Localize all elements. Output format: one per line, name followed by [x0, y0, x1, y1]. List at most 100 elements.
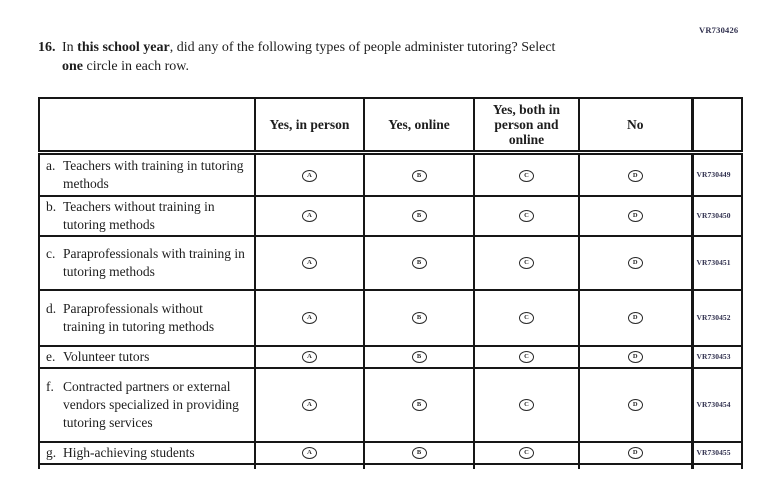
table-row-d: d. Paraprofessionals without training in…	[38, 288, 743, 347]
answer-cell-yes-online: B	[363, 366, 475, 443]
answer-cell-no: D	[578, 288, 693, 347]
answer-cell-no: D	[578, 194, 693, 237]
row-code: VR730454	[690, 366, 743, 443]
answer-circle-d-row-a[interactable]: D	[627, 169, 643, 182]
answer-cell-yes-both: C	[473, 366, 580, 443]
answer-cell-yes-both: C	[473, 151, 580, 197]
question-text-segment: circle in each row.	[83, 59, 189, 74]
header-no: No	[578, 97, 693, 155]
answer-circle-d-row-e[interactable]: D	[627, 351, 643, 364]
answer-circle-c-row-e[interactable]: C	[519, 351, 534, 364]
row-label-group: g. High-achieving students	[46, 444, 250, 462]
table-row-e: e. Volunteer tutors A B C D VR730453	[38, 344, 743, 369]
answer-cell-yes-both: C	[473, 440, 580, 465]
row-label: Paraprofessionals with training in tutor…	[63, 245, 245, 279]
row-letter: f.	[46, 378, 54, 394]
row-label-group: f. Contracted partners or external vendo…	[46, 378, 250, 432]
table-row-b: b. Teachers without training in tutoring…	[38, 194, 743, 237]
answer-circle-d-row-f[interactable]: D	[627, 399, 643, 412]
answer-circle-b-row-g[interactable]: B	[411, 447, 427, 460]
answer-circle-c-row-f[interactable]: C	[519, 399, 534, 412]
answer-cell-yes-in-person: A	[254, 151, 365, 197]
answer-cell-yes-online: B	[363, 234, 475, 291]
question-text-bold-year: this school year	[77, 40, 170, 55]
question-text-segment: , did any of the following types of peop…	[169, 40, 556, 55]
row-letter: a.	[46, 157, 56, 173]
row-code: VR730449	[690, 151, 743, 197]
answer-cell-yes-in-person: A	[254, 194, 365, 237]
answer-circle-d-row-d[interactable]: D	[627, 312, 643, 325]
answer-circle-b-row-b[interactable]: B	[411, 210, 427, 223]
row-letter: d.	[46, 300, 57, 316]
answer-cell-yes-online: B	[363, 440, 475, 465]
header-yes-in-person: Yes, in person	[254, 97, 365, 155]
row-label-group: b. Teachers without training in tutoring…	[46, 198, 250, 234]
answer-cell-yes-both: C	[473, 344, 580, 369]
answer-cell-yes-in-person: A	[254, 440, 365, 465]
row-letter: c.	[46, 245, 56, 261]
answer-circle-d-row-b[interactable]: D	[627, 210, 643, 223]
answer-circle-a-row-a[interactable]: A	[302, 169, 317, 182]
answer-circle-b-row-f[interactable]: B	[411, 399, 427, 412]
row-code: VR730451	[690, 234, 743, 291]
answer-table: Yes, in person Yes, online Yes, both in …	[38, 97, 743, 469]
answer-circle-d-row-g[interactable]: D	[627, 447, 643, 460]
row-label-group: c. Paraprofessionals with training in tu…	[46, 245, 250, 281]
answer-circle-c-row-b[interactable]: C	[519, 210, 534, 223]
question-number: 16.	[38, 40, 56, 55]
row-letter: b.	[46, 198, 57, 214]
row-letter: g.	[46, 444, 57, 460]
row-code: VR730455	[690, 440, 743, 465]
answer-circle-a-row-e[interactable]: A	[302, 351, 317, 364]
answer-circle-b-row-e[interactable]: B	[411, 351, 427, 364]
answer-circle-b-row-d[interactable]: B	[411, 312, 427, 325]
answer-circle-c-row-g[interactable]: C	[519, 447, 534, 460]
row-label-group: e. Volunteer tutors	[46, 348, 250, 366]
answer-circle-c-row-d[interactable]: C	[519, 312, 534, 325]
question-16: 16. In this school year, did any of the …	[38, 38, 698, 76]
answer-circle-b-row-c[interactable]: B	[411, 257, 427, 270]
answer-circle-a-row-f[interactable]: A	[302, 399, 317, 412]
row-label: Teachers without training in tutoring me…	[63, 198, 215, 232]
table-cutoff-stub	[38, 462, 743, 469]
answer-circle-a-row-d[interactable]: A	[302, 312, 317, 325]
header-yes-both: Yes, both in person and online	[473, 97, 580, 155]
table-row-f: f. Contracted partners or external vendo…	[38, 366, 743, 443]
answer-circle-c-row-c[interactable]: C	[519, 257, 534, 270]
question-text: In this school year, did any of the foll…	[62, 38, 687, 76]
answer-cell-yes-online: B	[363, 288, 475, 347]
form-tracking-code: VR730426	[699, 25, 739, 35]
answer-cell-no: D	[578, 440, 693, 465]
row-code: VR730452	[690, 288, 743, 347]
answer-circle-a-row-g[interactable]: A	[302, 447, 317, 460]
answer-cell-yes-in-person: A	[254, 344, 365, 369]
header-blank	[38, 97, 256, 155]
row-code: VR730450	[690, 194, 743, 237]
answer-cell-yes-online: B	[363, 194, 475, 237]
table-row-c: c. Paraprofessionals with training in tu…	[38, 234, 743, 291]
answer-circle-c-row-a[interactable]: C	[519, 169, 534, 182]
table-row-a: a. Teachers with training in tutoring me…	[38, 151, 743, 197]
table-body: a. Teachers with training in tutoring me…	[38, 151, 743, 465]
answer-cell-yes-in-person: A	[254, 366, 365, 443]
row-label-group: a. Teachers with training in tutoring me…	[46, 157, 250, 193]
row-label: Paraprofessionals without training in tu…	[63, 300, 215, 334]
answer-cell-no: D	[578, 344, 693, 369]
answer-circle-a-row-b[interactable]: A	[302, 210, 317, 223]
answer-cell-yes-both: C	[473, 288, 580, 347]
answer-circle-a-row-c[interactable]: A	[302, 257, 317, 270]
answer-cell-no: D	[578, 151, 693, 197]
answer-circle-b-row-a[interactable]: B	[411, 169, 427, 182]
header-code-blank	[690, 97, 743, 155]
row-letter: e.	[46, 348, 56, 364]
row-label: Contracted partners or external vendors …	[63, 378, 239, 430]
header-row: Yes, in person Yes, online Yes, both in …	[38, 97, 743, 155]
answer-circle-d-row-c[interactable]: D	[627, 257, 643, 270]
answer-cell-yes-in-person: A	[254, 288, 365, 347]
row-label: High-achieving students	[63, 444, 195, 460]
table-row-g: g. High-achieving students A B C D VR730…	[38, 440, 743, 465]
row-label: Teachers with training in tutoring metho…	[63, 157, 244, 191]
answer-cell-yes-online: B	[363, 151, 475, 197]
answer-cell-yes-both: C	[473, 234, 580, 291]
